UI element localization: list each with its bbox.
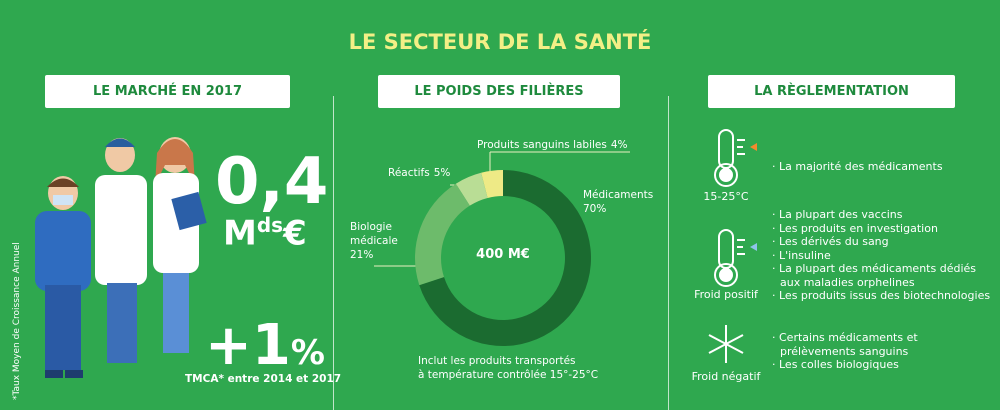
segment-label: Médicaments	[583, 189, 653, 201]
center-label: 400 M€	[476, 247, 530, 262]
section-heading: LA RÈGLEMENTATION	[708, 75, 955, 108]
list-item: Certains médicaments et prélèvements san…	[772, 331, 922, 358]
donut-segment	[455, 172, 488, 206]
market-amount: 0,4	[215, 145, 329, 219]
growth: +1%	[205, 318, 325, 374]
row-label: Froid positif	[694, 288, 758, 301]
list-item: Les produits issus des biotechnologies	[772, 289, 992, 303]
growth-value: +1	[205, 313, 291, 378]
growth-unit: %	[290, 333, 325, 373]
item-list: Certains médicaments et prélèvements san…	[772, 331, 922, 372]
unit-sup: ds	[256, 213, 284, 237]
illustration	[35, 137, 207, 378]
note: Inclut les produits transportés	[418, 355, 576, 367]
donut-segment	[481, 170, 503, 198]
footnote: *Taux Moyen de Croissance Annuel	[12, 242, 22, 400]
segment-label: Biologie médicale	[350, 221, 398, 247]
divider	[668, 96, 669, 410]
segment-name: Produits sanguins labiles	[477, 139, 607, 151]
section-heading: LE POIDS DES FILIÈRES	[378, 75, 620, 108]
list-item: La majorité des médicaments	[772, 160, 992, 174]
row-label: Froid négatif	[691, 370, 761, 383]
icons	[708, 129, 757, 363]
row-label: 15-25°C	[703, 190, 749, 203]
growth-caption: TMCA* entre 2014 et 2017	[185, 373, 342, 385]
list-item: Les colles biologiques	[772, 358, 922, 372]
item-list: La plupart des vaccinsLes produits en in…	[772, 208, 992, 303]
segment-value: 4%	[611, 139, 628, 151]
donut-chart: Produits sanguins labiles 4% Réactifs 5% 21%…	[350, 139, 653, 381]
donut-segment	[415, 183, 470, 286]
list-item: La plupart des vaccins	[772, 208, 992, 222]
segment-value: 21%	[350, 249, 373, 261]
list-item: La plupart des médicaments dédiés aux ma…	[772, 262, 992, 289]
page-title: LE SECTEUR DE LA SANTÉ	[348, 30, 652, 54]
segment-label: Réactifs 5%	[388, 167, 450, 179]
note: à température contrôlée 15°-25°C	[418, 369, 598, 381]
market-unit: Mds€	[223, 215, 307, 250]
list-item: Les dérivés du sang	[772, 235, 992, 249]
list-item: L'insuline	[772, 249, 992, 263]
divider	[333, 96, 334, 410]
section-heading: LE MARCHÉ EN 2017	[45, 75, 290, 108]
segment-name: Réactifs	[388, 167, 430, 179]
segment-value: 5%	[434, 167, 451, 179]
item-list: La majorité des médicaments	[772, 160, 992, 174]
list-item: Les produits en investigation	[772, 222, 992, 236]
segment-value: 70%	[583, 203, 606, 215]
donut-segment	[419, 170, 591, 346]
unit-main: M	[223, 213, 257, 254]
segment-label: Produits sanguins labiles 4%	[477, 139, 628, 151]
unit-currency: €	[283, 213, 307, 254]
